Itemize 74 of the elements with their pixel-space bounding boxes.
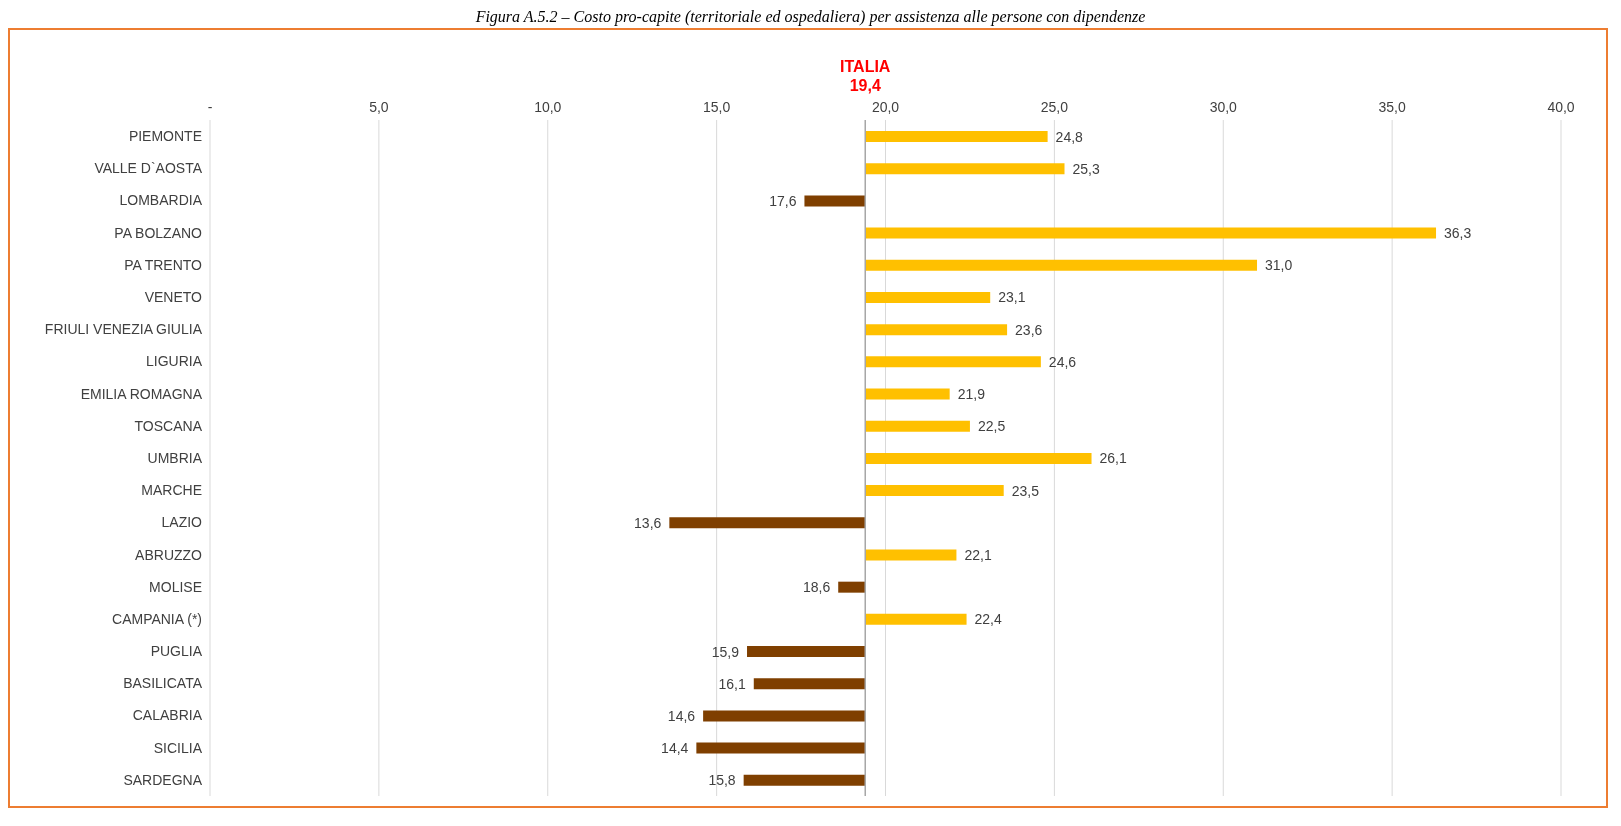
x-tick-label: 25,0 (1040, 99, 1069, 115)
y-tick-label: PA BOLZANO (114, 224, 203, 241)
bar (865, 227, 1437, 239)
y-tick-label: CALABRIA (132, 707, 203, 724)
bar (743, 774, 866, 786)
y-tick-label: PIEMONTE (128, 128, 202, 145)
data-label: 25,3 (1072, 160, 1100, 177)
bar (669, 517, 866, 529)
bar (865, 131, 1048, 142)
x-tick-label: 30,0 (1209, 99, 1238, 115)
x-tick-label: - (207, 99, 213, 115)
y-tick-label: BASILICATA (123, 675, 203, 692)
data-label: 22,5 (977, 418, 1006, 435)
data-label: 36,3 (1444, 225, 1472, 242)
data-label: 24,8 (1055, 128, 1084, 145)
data-label: 22,4 (974, 611, 1003, 628)
bar (865, 613, 967, 625)
x-tick-label: 5,0 (369, 99, 389, 115)
bar (838, 581, 866, 593)
y-tick-label: VENETO (144, 289, 203, 306)
data-label: 31,0 (1265, 257, 1293, 274)
x-tick-label: 10,0 (534, 99, 562, 115)
data-label: 13,6 (634, 514, 662, 531)
y-tick-label: EMILIA ROMAGNA (80, 385, 203, 402)
bar (865, 549, 957, 561)
bar (865, 259, 1258, 271)
bar (747, 646, 866, 658)
bar (865, 324, 1008, 336)
data-label: 21,9 (957, 386, 986, 403)
data-label: 24,6 (1048, 353, 1077, 370)
bar (753, 678, 866, 690)
data-label: 22,1 (964, 546, 992, 563)
y-tick-label: VALLE D`AOSTA (94, 160, 203, 177)
bar (865, 420, 970, 432)
data-label: 15,8 (708, 772, 736, 789)
y-tick-label: FRIULI VENEZIA GIULIA (44, 321, 203, 338)
y-tick-label: PUGLIA (150, 643, 203, 660)
y-tick-label: ABRUZZO (135, 546, 203, 563)
y-tick-label: LOMBARDIA (119, 192, 203, 209)
chart-title: Figura A.5.2 – Costo pro-capite (territoriale ed ospedaliera) per assistenza alle persone con dipendenze (474, 8, 1147, 28)
bar (865, 356, 1041, 368)
y-tick-label: LAZIO (161, 514, 203, 531)
y-tick-label: SICILIA (153, 739, 203, 756)
y-tick-label: MOLISE (149, 578, 202, 595)
y-tick-label: CAMPANIA (*) (112, 610, 202, 627)
bar (865, 291, 991, 303)
bar (804, 195, 866, 207)
x-tick-label: 40,0 (1547, 99, 1575, 115)
data-label: 17,6 (769, 192, 797, 209)
ref-line-label: ITALIA 19,4 (840, 58, 891, 94)
data-label: 14,6 (667, 707, 696, 724)
data-label: 18,6 (802, 579, 831, 596)
bar (696, 742, 866, 754)
y-tick-label: SARDEGNA (123, 771, 203, 788)
bar (865, 485, 1004, 497)
data-label: 14,4 (661, 740, 689, 757)
data-label: 26,1 (1099, 450, 1127, 467)
data-label: 16,1 (718, 675, 746, 692)
bar (703, 710, 866, 722)
y-tick-label: MARCHE (141, 482, 202, 499)
y-tick-label: PA TRENTO (124, 256, 203, 273)
data-label: 23,5 (1011, 482, 1040, 499)
data-label: 23,6 (1015, 321, 1043, 338)
y-tick-label: TOSCANA (134, 417, 203, 434)
x-tick-label: 35,0 (1378, 99, 1406, 115)
bar (865, 452, 1092, 464)
bar (865, 163, 1065, 175)
y-tick-label: UMBRIA (147, 449, 203, 466)
y-tick-label: LIGURIA (145, 353, 203, 370)
data-label: 23,1 (998, 289, 1026, 306)
x-tick-label: 15,0 (703, 99, 731, 115)
bar (865, 388, 950, 400)
x-tick-label: 20,0 (871, 99, 900, 115)
data-label: 15,9 (711, 643, 740, 660)
